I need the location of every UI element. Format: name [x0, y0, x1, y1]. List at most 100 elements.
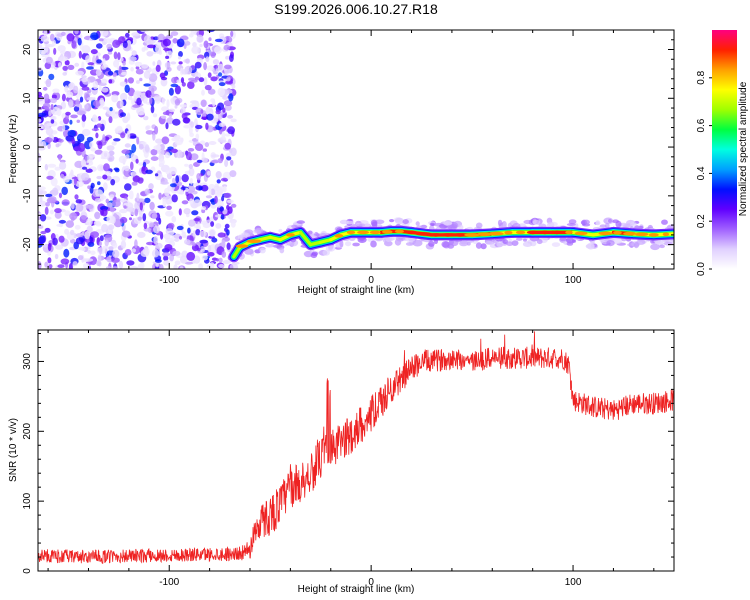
spectrogram-noise-blob	[53, 47, 57, 55]
spectrogram-noise-blob	[150, 105, 155, 114]
spectrogram-noise-blob	[229, 170, 237, 178]
spectrogram-noise-blob	[206, 113, 214, 121]
spectrogram-noise-blob	[124, 249, 132, 256]
spectrogram-noise-blob	[214, 195, 218, 204]
spectrogram-noise-blob	[200, 249, 205, 253]
spectrogram-haze-blob	[502, 222, 508, 228]
spectrogram-noise-blob	[81, 77, 88, 83]
spectrogram-noise-blob	[198, 77, 205, 83]
spectrogram-noise-blob	[215, 110, 221, 115]
spectrogram-noise-blob	[158, 149, 165, 156]
spectrogram-noise-blob	[85, 168, 93, 173]
spectrogram-ridge-peak	[553, 230, 561, 235]
spectrogram-noise-blob	[190, 153, 199, 161]
spectrogram-noise-blob	[126, 260, 135, 266]
spectrogram-noise-blob	[86, 66, 94, 70]
spectrogram-noise-blob	[65, 111, 71, 116]
spectrogram-haze-blob	[389, 219, 395, 223]
colorbar-tick-label: 0.6	[696, 118, 707, 132]
spectrogram-noise-blob	[200, 109, 204, 114]
spectrogram-noise-blob	[92, 100, 101, 107]
spectrogram-noise-blob	[99, 97, 105, 106]
spectrogram-noise-blob	[159, 264, 164, 269]
spectrogram-noise-blob	[113, 138, 121, 142]
spectrogram-noise-blob	[81, 166, 88, 170]
spectrogram-noise-blob	[136, 97, 142, 106]
spectrogram-noise-blob	[39, 235, 46, 244]
spectrogram-noise-blob	[217, 63, 224, 72]
spectrogram-noise-blob	[60, 173, 65, 179]
spectrogram-noise-blob	[71, 138, 76, 145]
spectrogram-noise-blob	[103, 163, 110, 172]
spectrogram-noise-blob	[140, 30, 150, 33]
spectrogram-noise-blob	[77, 37, 82, 46]
spectrogram-noise-blob	[215, 171, 222, 179]
spectrogram-noise-blob	[185, 58, 191, 64]
spectrogram-noise-blob	[188, 167, 195, 177]
spectrogram-noise-blob	[215, 258, 219, 262]
spectrogram-noise-blob	[118, 155, 127, 164]
spectrogram-noise-blob	[207, 88, 216, 95]
spectrogram-noise-blob	[52, 88, 60, 94]
spectrogram-noise-blob	[38, 140, 44, 148]
spectrogram-noise-blob	[100, 156, 106, 160]
spectrogram-noise-blob	[174, 260, 181, 266]
spectrogram-noise-blob	[134, 239, 138, 249]
spectrogram-noise-blob	[137, 231, 146, 238]
spectrogram-noise-blob	[224, 223, 230, 229]
spectrogram-noise-blob	[211, 237, 218, 243]
spectrogram-noise-blob	[198, 186, 203, 191]
spectrogram-noise-blob	[187, 81, 195, 89]
spectrogram-haze-blob	[394, 217, 404, 225]
spectrogram-noise-blob	[170, 183, 177, 188]
spectrogram-noise-blob	[143, 222, 148, 230]
spectrogram-noise-blob	[58, 192, 63, 199]
spectrogram-noise-blob	[63, 175, 70, 183]
spectrogram-noise-blob	[214, 46, 222, 54]
spectrogram-haze-blob	[315, 233, 320, 238]
spectrogram-y-tick-label: 10	[22, 92, 33, 104]
spectrogram-haze-blob	[311, 251, 318, 257]
spectrogram-noise-blob	[159, 158, 165, 166]
spectrogram-noise-blob	[139, 202, 143, 211]
spectrogram-noise-blob	[52, 237, 58, 246]
spectrogram-noise-blob	[206, 219, 212, 223]
spectrogram-noise-blob	[112, 266, 119, 269]
spectrogram-noise-blob	[121, 149, 130, 155]
spectrogram-haze-blob	[356, 223, 366, 227]
spectrogram-noise-blob	[219, 206, 224, 212]
spectrogram-noise-blob	[183, 208, 191, 215]
spectrogram-noise-blob	[210, 204, 217, 209]
spectrogram-noise-blob	[160, 181, 169, 185]
spectrogram-noise-blob	[185, 151, 192, 161]
spectrogram-noise-blob	[81, 75, 87, 79]
spectrogram-noise-blob	[38, 186, 46, 191]
spectrogram-noise-blob	[111, 114, 119, 119]
spectrogram-ridge-peak	[440, 233, 456, 237]
spectrogram-noise-blob	[225, 55, 230, 60]
spectrogram-noise-blob	[140, 94, 145, 102]
spectrogram-noise-blob	[194, 61, 202, 69]
snr-x-label: Height of straight line (km)	[298, 584, 415, 595]
spectrogram-noise-blob	[158, 217, 162, 225]
spectrogram-noise-blob	[201, 184, 209, 192]
spectrogram-x-tick-label: 0	[368, 275, 374, 286]
spectrogram-noise-blob	[155, 259, 162, 263]
spectrogram-noise-blob	[199, 43, 203, 48]
spectrogram-noise-blob	[87, 241, 95, 247]
spectrogram-noise-blob	[101, 87, 109, 93]
spectrogram-noise-blob	[126, 130, 131, 140]
spectrogram-noise-blob	[124, 165, 130, 172]
spectrogram-noise-blob	[58, 138, 64, 143]
snr-x-ticks: -100 0 100	[47, 330, 655, 588]
spectrogram-noise-blob	[96, 43, 103, 49]
spectrogram-noise-blob	[51, 187, 59, 196]
spectrogram-y-tick-label: 0	[22, 144, 33, 150]
spectrogram-haze-blob	[229, 263, 239, 269]
spectrogram-noise-blob	[137, 263, 144, 269]
spectrogram-noise-blob	[169, 254, 175, 262]
spectrogram-noise-blob	[190, 30, 194, 36]
spectrogram-noise-blob	[61, 186, 68, 196]
spectrogram-noise-blob	[61, 199, 70, 207]
spectrogram-noise-blob	[131, 32, 141, 37]
